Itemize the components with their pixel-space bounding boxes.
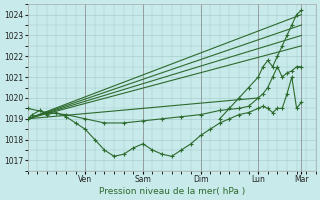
X-axis label: Pression niveau de la mer( hPa ): Pression niveau de la mer( hPa ) xyxy=(99,187,245,196)
